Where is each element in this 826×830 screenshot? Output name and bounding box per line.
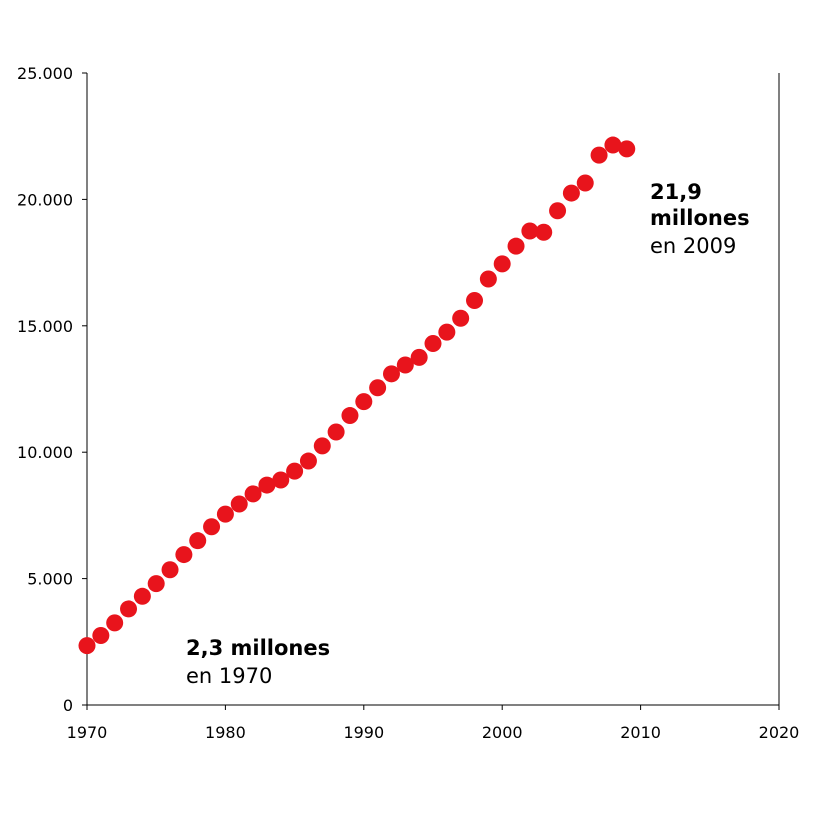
data-point [493, 255, 511, 273]
data-point [120, 600, 138, 618]
annotation-end: 21,9 millones en 2009 [650, 180, 750, 258]
data-point [369, 379, 387, 397]
y-tick-label: 20.000 [17, 190, 73, 209]
annotation-start: 2,3 millones en 1970 [186, 636, 330, 688]
x-tick-label: 1980 [205, 723, 246, 742]
y-tick-label: 10.000 [17, 443, 73, 462]
data-point [479, 270, 497, 288]
data-point [424, 334, 442, 352]
data-point [203, 518, 221, 536]
y-tick-label: 15.000 [17, 317, 73, 336]
y-tick-label: 0 [63, 696, 73, 715]
data-point [327, 423, 345, 441]
data-point [562, 184, 580, 202]
data-point [438, 323, 456, 341]
data-point [161, 561, 179, 579]
x-tick-label: 1990 [343, 723, 384, 742]
annotation-start-normal: en 1970 [186, 664, 272, 688]
annotation-start-bold: 2,3 millones [186, 636, 330, 660]
data-point [618, 140, 636, 158]
data-point [147, 575, 165, 593]
data-point [355, 393, 373, 411]
data-point [78, 637, 96, 655]
data-point [244, 485, 262, 503]
data-point [106, 614, 124, 632]
data-point [286, 462, 304, 480]
annotation-end-normal: en 2009 [650, 234, 736, 258]
data-point [189, 532, 207, 550]
data-point [92, 626, 110, 644]
data-point [410, 348, 428, 366]
data-point [466, 292, 484, 310]
y-axis: 0 5.000 10.000 15.000 20.000 25.000 [17, 64, 88, 715]
data-point [258, 476, 276, 494]
data-point [230, 495, 248, 513]
data-point [299, 452, 317, 470]
data-point [313, 437, 331, 455]
data-point [396, 356, 414, 374]
data-point [216, 505, 234, 523]
data-point [590, 146, 608, 164]
annotation-end-bold-line2: millones [650, 206, 750, 230]
annotation-end-bold-line1: 21,9 [650, 180, 702, 204]
data-point [576, 174, 594, 192]
data-point [272, 471, 290, 489]
y-tick-label: 5.000 [27, 570, 73, 589]
data-point [521, 222, 539, 240]
data-points [78, 136, 636, 655]
x-tick-label: 1970 [67, 723, 108, 742]
y-tick-label: 25.000 [17, 64, 73, 83]
data-point [382, 365, 400, 383]
data-point [535, 223, 553, 241]
data-point [549, 202, 567, 220]
x-tick-label: 2000 [482, 723, 523, 742]
x-tick-label: 2020 [759, 723, 800, 742]
x-tick-label: 2010 [620, 723, 661, 742]
data-point [341, 407, 359, 425]
data-point [452, 309, 470, 327]
data-point [133, 587, 151, 605]
data-point [175, 546, 193, 564]
x-axis: 1970 1980 1990 2000 2010 2020 [67, 704, 800, 742]
data-point [507, 237, 525, 255]
data-point [604, 136, 622, 154]
